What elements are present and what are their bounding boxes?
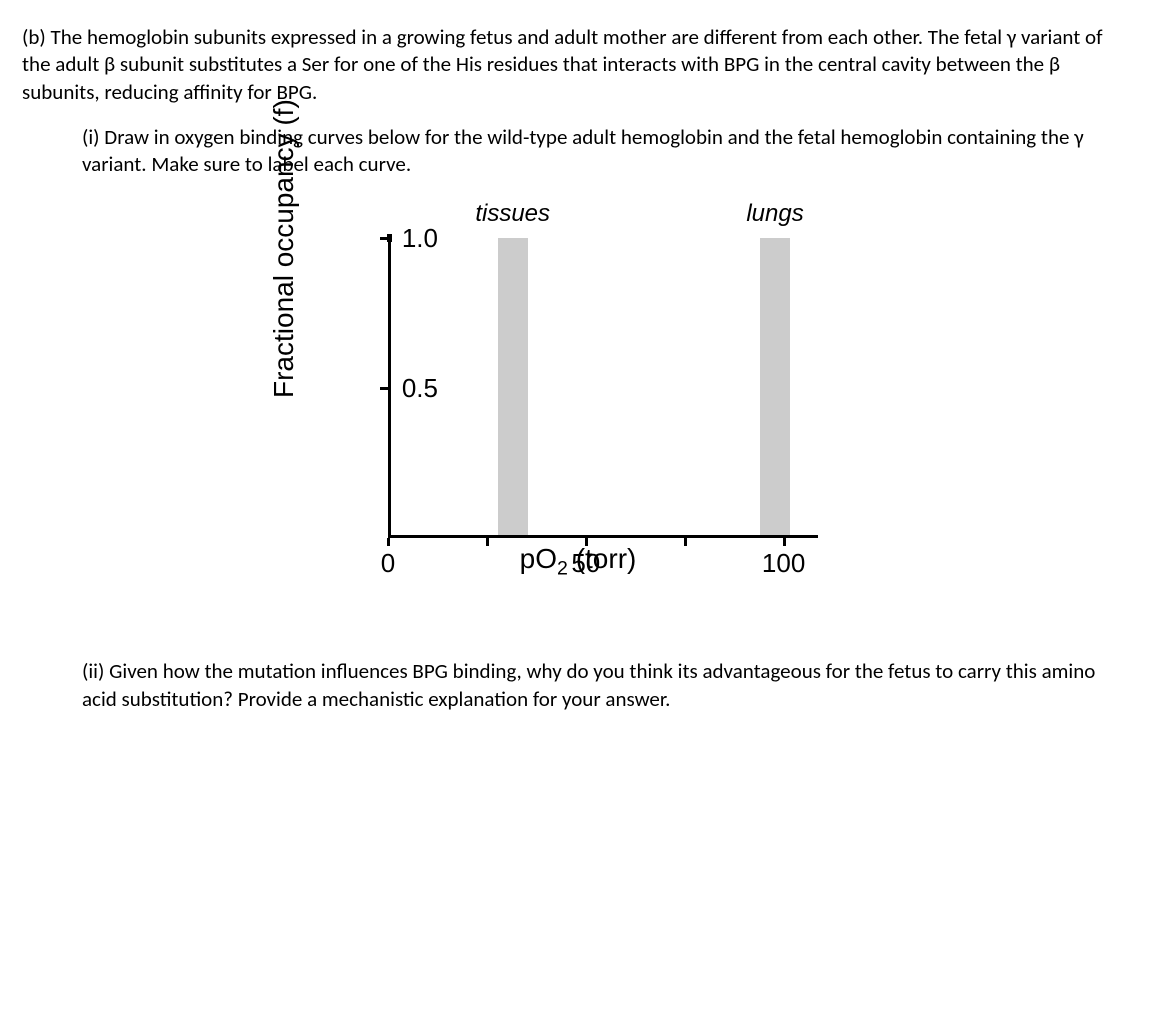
chart-container: Fractional occupancy (f) tissueslungs050… bbox=[22, 198, 1134, 618]
part-i-prompt: (i) Draw in oxygen binding curves below … bbox=[22, 124, 1134, 179]
y-tick-label: 0.5 bbox=[378, 373, 438, 404]
tissues-band bbox=[498, 238, 528, 538]
intro-paragraph: (b) The hemoglobin subunits expressed in… bbox=[22, 24, 1134, 106]
xlabel-pre: pO bbox=[520, 543, 557, 574]
x-tick-label: 100 bbox=[762, 548, 805, 579]
x-axis bbox=[388, 535, 818, 538]
x-tick bbox=[684, 538, 687, 546]
lungs-label: lungs bbox=[746, 200, 803, 228]
y-axis-label: Fractional occupancy (f) bbox=[268, 100, 300, 399]
x-tick bbox=[387, 538, 390, 546]
page: (b) The hemoglobin subunits expressed in… bbox=[0, 0, 1156, 1016]
lungs-band bbox=[760, 238, 790, 538]
oxygen-binding-chart: Fractional occupancy (f) tissueslungs050… bbox=[278, 198, 878, 618]
part-ii-prompt: (ii) Given how the mutation influences B… bbox=[22, 658, 1134, 713]
plot-area: tissueslungs050100 bbox=[388, 238, 818, 538]
x-tick-label: 0 bbox=[381, 548, 395, 579]
y-tick-label: 1.0 bbox=[378, 223, 438, 254]
x-tick bbox=[486, 538, 489, 546]
x-tick bbox=[783, 538, 786, 546]
tissues-label: tissues bbox=[475, 200, 550, 228]
x-axis-label: pO2 (torr) bbox=[520, 543, 637, 581]
xlabel-post: (torr) bbox=[568, 543, 636, 574]
xlabel-sub: 2 bbox=[557, 558, 568, 580]
